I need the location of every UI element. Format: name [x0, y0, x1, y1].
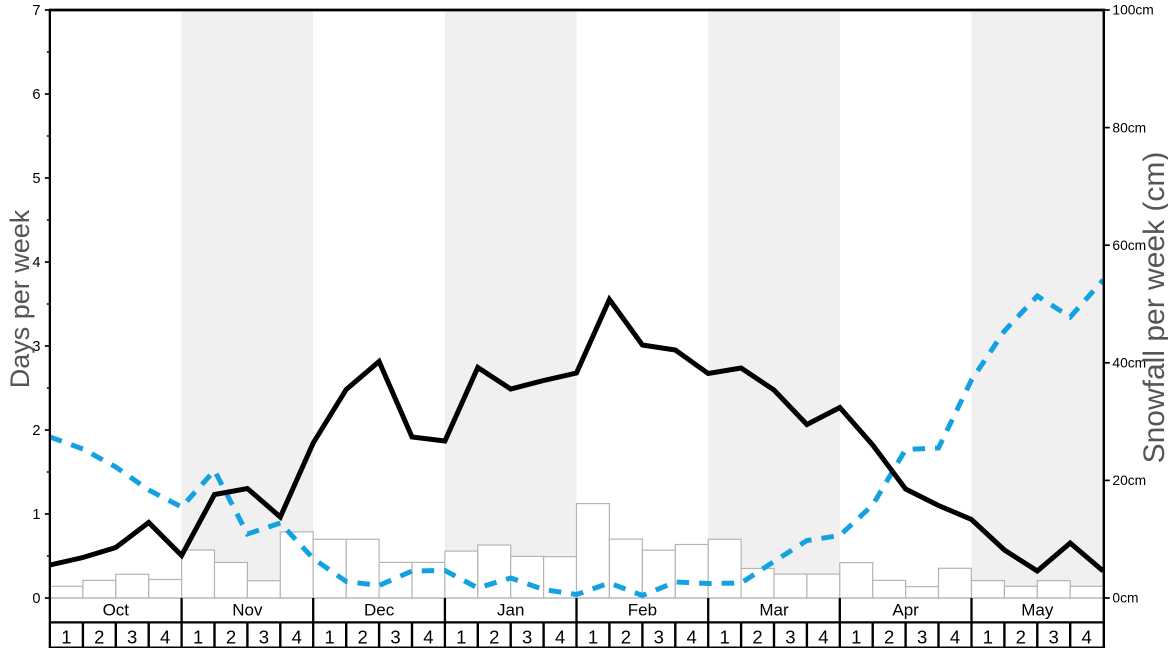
svg-text:May: May — [1021, 600, 1054, 619]
svg-text:1: 1 — [456, 627, 466, 648]
svg-text:3: 3 — [1049, 627, 1059, 648]
svg-text:3: 3 — [259, 627, 269, 648]
svg-text:4: 4 — [950, 627, 960, 648]
svg-text:0: 0 — [32, 591, 40, 607]
svg-text:1: 1 — [193, 627, 203, 648]
svg-text:2: 2 — [32, 423, 40, 439]
svg-text:1: 1 — [61, 627, 71, 648]
svg-text:4: 4 — [423, 627, 433, 648]
svg-text:4: 4 — [32, 255, 40, 271]
svg-text:4: 4 — [555, 627, 565, 648]
svg-text:5: 5 — [32, 171, 40, 187]
svg-text:4: 4 — [292, 627, 302, 648]
svg-text:Jan: Jan — [497, 600, 524, 619]
svg-text:1: 1 — [325, 627, 335, 648]
svg-text:4: 4 — [160, 627, 170, 648]
svg-text:4: 4 — [818, 627, 828, 648]
svg-text:80cm: 80cm — [1112, 120, 1146, 135]
svg-text:3: 3 — [785, 627, 795, 648]
svg-text:2: 2 — [94, 627, 104, 648]
svg-text:20cm: 20cm — [1112, 473, 1146, 488]
svg-text:2: 2 — [752, 627, 762, 648]
svg-text:40cm: 40cm — [1112, 356, 1146, 371]
svg-text:Nov: Nov — [232, 600, 263, 619]
svg-text:2: 2 — [226, 627, 236, 648]
svg-text:1: 1 — [719, 627, 729, 648]
svg-text:3: 3 — [390, 627, 400, 648]
svg-text:6: 6 — [32, 87, 40, 103]
svg-text:1: 1 — [983, 627, 993, 648]
svg-text:Mar: Mar — [759, 600, 789, 619]
svg-text:3: 3 — [32, 339, 40, 355]
svg-text:3: 3 — [917, 627, 927, 648]
svg-text:3: 3 — [654, 627, 664, 648]
svg-text:Dec: Dec — [364, 600, 395, 619]
svg-text:2: 2 — [357, 627, 367, 648]
svg-text:4: 4 — [1081, 627, 1091, 648]
svg-text:1: 1 — [588, 627, 598, 648]
svg-text:3: 3 — [522, 627, 532, 648]
svg-text:2: 2 — [1016, 627, 1026, 648]
svg-text:4: 4 — [687, 627, 697, 648]
svg-text:2: 2 — [621, 627, 631, 648]
svg-text:Snowfall per week (cm): Snowfall per week (cm) — [1138, 152, 1168, 464]
svg-text:Days per week: Days per week — [5, 209, 35, 388]
svg-text:1: 1 — [851, 627, 861, 648]
svg-text:7: 7 — [32, 3, 40, 19]
svg-text:0cm: 0cm — [1112, 591, 1138, 606]
svg-text:Apr: Apr — [892, 600, 919, 619]
svg-text:100cm: 100cm — [1112, 3, 1153, 18]
svg-text:2: 2 — [489, 627, 499, 648]
svg-text:2: 2 — [884, 627, 894, 648]
svg-text:60cm: 60cm — [1112, 238, 1146, 253]
svg-text:3: 3 — [127, 627, 137, 648]
svg-text:Feb: Feb — [628, 600, 657, 619]
svg-text:Oct: Oct — [103, 600, 130, 619]
svg-text:1: 1 — [32, 507, 40, 523]
